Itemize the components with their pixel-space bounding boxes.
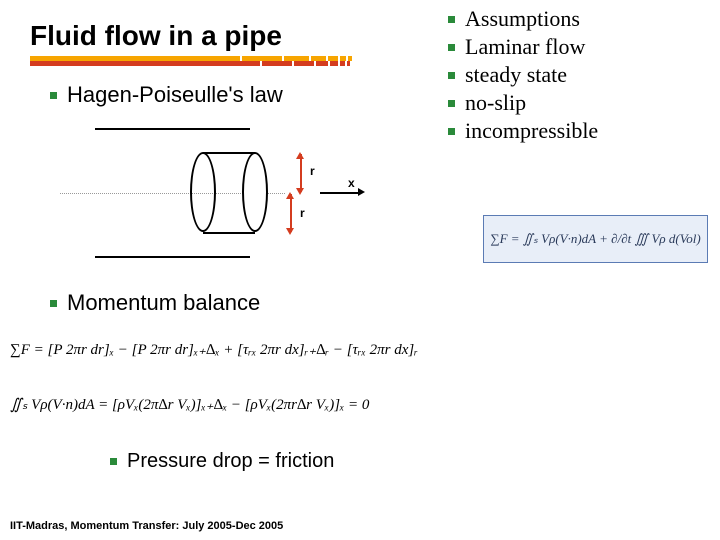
- assumption-item: incompressible: [448, 118, 698, 144]
- arrow-head-icon: [286, 192, 294, 199]
- bullet-icon: [448, 72, 455, 79]
- assumption-label: Laminar flow: [465, 34, 585, 60]
- equation-forces: ∑F = [P 2πr dr]ₓ − [P 2πr dr]ₓ₊∆ₓ + [τᵣₓ…: [10, 340, 418, 359]
- item-pressure: Pressure drop = friction: [110, 450, 334, 473]
- bullet-icon: [110, 458, 117, 465]
- bullet-icon: [448, 44, 455, 51]
- pipe-wall-top: [95, 128, 250, 130]
- assumption-item: Assumptions: [448, 6, 698, 32]
- assumption-label: incompressible: [465, 118, 598, 144]
- footer-text: IIT-Madras, Momentum Transfer: July 2005…: [10, 520, 283, 532]
- shell-right-face: [242, 152, 268, 232]
- bullet-icon: [50, 300, 57, 307]
- pipe-diagram: r r x: [60, 128, 420, 258]
- bullet-icon: [448, 16, 455, 23]
- x-label: x: [348, 176, 355, 190]
- shell-left-face: [190, 152, 216, 232]
- assumption-item: no-slip: [448, 90, 698, 116]
- item-pressure-label: Pressure drop = friction: [127, 450, 334, 473]
- arrow-head-icon: [296, 152, 304, 159]
- assumption-label: no-slip: [465, 90, 526, 116]
- r2-label: r: [300, 206, 305, 220]
- r-arrow: [300, 154, 302, 192]
- assumptions-list: Assumptions Laminar flow steady state no…: [448, 6, 698, 146]
- eq-box-text: ∑F = ∬ₛ Vρ(V·n)dA + ∂/∂t ∭ Vρ d(Vol): [490, 231, 700, 247]
- title-block: Fluid flow in a pipe: [30, 20, 360, 66]
- item-momentum: Momentum balance: [50, 290, 260, 316]
- shell-top-edge: [203, 152, 255, 154]
- bullet-icon: [50, 92, 57, 99]
- arrow-head-icon: [296, 188, 304, 195]
- assumption-label: Assumptions: [465, 6, 580, 32]
- equation-flux: ∬ₛ Vρ(V·n)dA = [ρVₓ(2π∆r Vₓ)]ₓ₊∆ₓ − [ρVₓ…: [10, 395, 369, 414]
- assumption-item: Laminar flow: [448, 34, 698, 60]
- assumption-label: steady state: [465, 62, 567, 88]
- arrow-head-icon: [286, 228, 294, 235]
- highlighted-equation: ∑F = ∬ₛ Vρ(V·n)dA + ∂/∂t ∭ Vρ d(Vol): [483, 215, 708, 263]
- bullet-icon: [448, 128, 455, 135]
- bullet-icon: [448, 100, 455, 107]
- x-arrow: [320, 192, 360, 194]
- item-momentum-label: Momentum balance: [67, 290, 260, 316]
- assumption-item: steady state: [448, 62, 698, 88]
- item-hagen-label: Hagen-Poiseulle's law: [67, 82, 283, 108]
- arrow-head-icon: [358, 188, 365, 196]
- title-underline: [30, 56, 360, 66]
- r-label: r: [310, 164, 315, 178]
- r2-arrow: [290, 194, 292, 232]
- page-title: Fluid flow in a pipe: [30, 20, 360, 56]
- item-hagen: Hagen-Poiseulle's law: [50, 82, 283, 108]
- pipe-wall-bottom: [95, 256, 250, 258]
- shell-bottom-edge: [203, 232, 255, 234]
